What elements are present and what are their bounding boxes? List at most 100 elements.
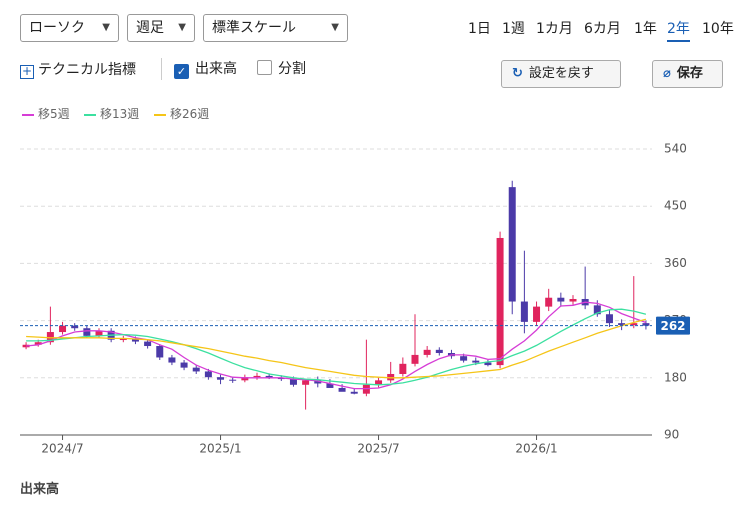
- candle-body: [119, 339, 127, 341]
- last-price-badge: [656, 316, 690, 335]
- x-tick-label: 2026/1: [515, 442, 557, 456]
- candle-body: [423, 349, 431, 355]
- candle-body: [314, 380, 322, 384]
- candle-body: [241, 377, 249, 381]
- candle-body: [375, 380, 383, 385]
- x-tick-label: 2025/7: [357, 442, 399, 456]
- period-tab[interactable]: 1カ月: [536, 21, 573, 37]
- reset-button[interactable]: ↻ 設定を戻す: [501, 60, 621, 88]
- divider: [161, 58, 162, 80]
- ma-line: [26, 301, 647, 390]
- candle-body: [168, 357, 176, 363]
- x-tick-label: 2024/7: [41, 442, 83, 456]
- candle-body: [131, 339, 139, 342]
- candle-body: [630, 323, 638, 326]
- arrow: ▼: [178, 22, 186, 33]
- select-text: 週足: [136, 20, 164, 36]
- legend-item: 移13週: [84, 105, 139, 122]
- reset-label: 設定を戻す: [528, 66, 594, 81]
- arrow: ▼: [102, 22, 110, 33]
- select-text: ローソク: [29, 20, 85, 36]
- candle-body: [545, 297, 553, 307]
- last-price-label: 262: [660, 319, 685, 333]
- candle-body: [326, 383, 334, 388]
- candle-body: [338, 387, 346, 392]
- technical-label: テクニカル指標: [38, 62, 136, 78]
- y-tick-label: 540: [664, 142, 687, 156]
- candle-body: [180, 362, 188, 368]
- candle-body: [156, 346, 164, 358]
- candle-body: [533, 306, 541, 322]
- candle-body: [605, 314, 613, 324]
- select-text: 標準スケール: [212, 20, 296, 36]
- candle-body: [265, 375, 273, 378]
- candle-body: [22, 344, 30, 348]
- candle-body: [95, 330, 103, 336]
- candle-body: [34, 342, 42, 345]
- period-tab[interactable]: 1年: [634, 21, 657, 37]
- period-tab[interactable]: 2年: [667, 18, 690, 42]
- candle-body: [192, 367, 200, 372]
- y-tick-label: 180: [664, 370, 687, 384]
- legend-item: 移5週: [22, 105, 70, 122]
- candle-body: [484, 362, 492, 366]
- legend-swatch: [22, 113, 34, 116]
- candle-body: [350, 391, 358, 394]
- legend-label: 移13週: [100, 107, 140, 121]
- save-button[interactable]: ⌀ 保存: [652, 60, 723, 88]
- split-checkbox[interactable]: 分割: [257, 58, 306, 78]
- legend-swatch: [154, 113, 166, 116]
- legend-swatch: [84, 113, 96, 116]
- candle-body: [302, 380, 310, 385]
- candle-body: [59, 325, 67, 333]
- candle-body: [411, 354, 419, 364]
- candle-body: [520, 301, 528, 322]
- candle-body: [618, 323, 626, 326]
- chart-style-select[interactable]: ローソク ▼: [20, 14, 119, 42]
- candle-body: [569, 298, 577, 302]
- y-tick-label: 90: [664, 428, 679, 442]
- x-tick-label: 2025/1: [199, 442, 241, 456]
- check-icon: ✓: [174, 64, 189, 79]
- y-tick-label: 360: [664, 256, 687, 270]
- period-tab[interactable]: 10年: [702, 21, 734, 37]
- legend-label: 移5週: [38, 107, 70, 121]
- interval-select[interactable]: 週足 ▼: [127, 14, 195, 42]
- legend-label: 移26週: [170, 107, 210, 121]
- candle-body: [508, 187, 516, 302]
- candle-body: [204, 371, 212, 378]
- candle-body: [593, 305, 601, 315]
- candle-body: [399, 363, 407, 374]
- candle-body: [144, 341, 152, 347]
- checkbox-box: [257, 60, 272, 75]
- candle-body: [46, 332, 54, 343]
- volume-checkbox[interactable]: ✓ 出来高: [174, 58, 237, 79]
- legend-item: 移26週: [154, 105, 209, 122]
- y-tick-label: 450: [664, 199, 687, 213]
- period-tab[interactable]: 1日: [468, 21, 491, 37]
- candle-body: [229, 379, 237, 381]
- reset-icon: ↻: [512, 66, 523, 81]
- split-label: 分割: [278, 61, 306, 77]
- candle-body: [83, 328, 91, 336]
- scale-select[interactable]: 標準スケール ▼: [203, 14, 348, 42]
- ma-line: [26, 318, 647, 379]
- candle-body: [472, 360, 480, 363]
- volume-label: 出来高: [195, 61, 237, 77]
- ma-line: [26, 308, 647, 386]
- chart: 901802703604505402024/72025/12025/72026/…: [20, 142, 690, 456]
- technical-button[interactable]: + テクニカル指標: [20, 59, 136, 79]
- candle-body: [217, 377, 225, 380]
- clip-icon: ⌀: [663, 66, 671, 81]
- save-label: 保存: [676, 66, 703, 81]
- candle-body: [642, 323, 650, 326]
- candle-body: [289, 379, 297, 385]
- arrow: ▼: [331, 22, 339, 33]
- candle-body: [435, 349, 443, 354]
- candle-body: [557, 297, 565, 302]
- candle-body: [496, 237, 504, 366]
- volume-title: 出来高: [20, 482, 60, 497]
- period-tab[interactable]: 6カ月: [584, 21, 621, 37]
- period-tab[interactable]: 1週: [502, 21, 525, 37]
